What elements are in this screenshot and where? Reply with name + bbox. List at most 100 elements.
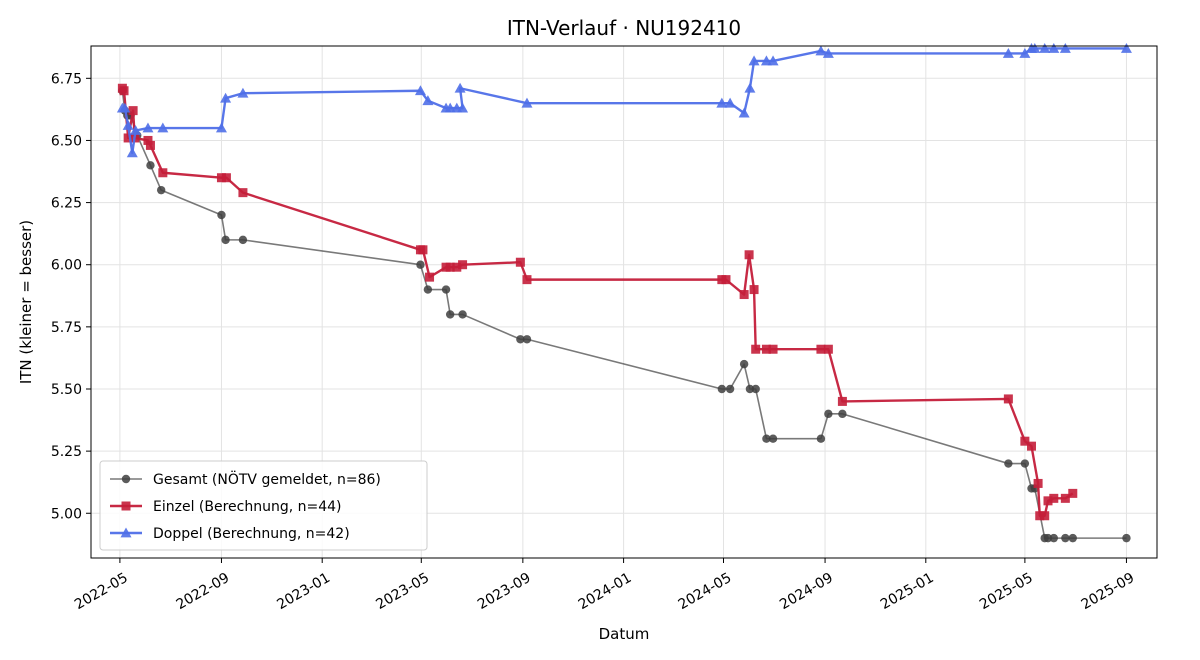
data-point bbox=[441, 285, 451, 294]
data-point bbox=[1004, 459, 1013, 468]
legend-label: Einzel (Berechnung, n=44) bbox=[153, 499, 342, 515]
data-point bbox=[126, 147, 138, 158]
data-point bbox=[522, 335, 532, 344]
data-point bbox=[1020, 436, 1030, 446]
y-tick-label: 6.50 bbox=[51, 133, 82, 149]
data-point bbox=[515, 257, 525, 267]
y-tick-label: 5.75 bbox=[51, 320, 82, 336]
data-point bbox=[119, 86, 129, 96]
y-tick-label: 5.00 bbox=[51, 506, 82, 522]
legend-marker bbox=[121, 501, 131, 511]
data-point bbox=[751, 384, 760, 394]
data-point bbox=[1003, 394, 1013, 404]
data-point bbox=[721, 275, 731, 285]
data-point bbox=[130, 125, 142, 135]
data-point bbox=[1026, 441, 1036, 451]
data-point bbox=[768, 434, 778, 443]
data-point bbox=[739, 290, 749, 300]
data-point bbox=[749, 285, 759, 295]
data-point bbox=[146, 161, 155, 170]
data-point bbox=[1035, 511, 1045, 521]
data-point bbox=[816, 434, 826, 443]
data-point bbox=[221, 235, 230, 245]
data-point bbox=[767, 55, 779, 66]
data-point bbox=[422, 95, 434, 106]
data-point bbox=[445, 310, 455, 319]
legend-label: Gesamt (NÖTV gemeldet, n=86) bbox=[153, 470, 381, 488]
data-point bbox=[1020, 459, 1030, 468]
data-point bbox=[1120, 42, 1132, 53]
x-axis-label: Datum bbox=[599, 625, 650, 643]
data-point bbox=[822, 47, 834, 58]
data-point bbox=[1033, 478, 1043, 488]
data-point bbox=[724, 97, 736, 108]
data-point bbox=[745, 384, 755, 394]
data-point bbox=[761, 344, 771, 354]
data-point bbox=[521, 97, 533, 108]
data-point bbox=[418, 245, 428, 255]
series-triangle-group bbox=[116, 42, 1132, 158]
data-point bbox=[717, 384, 727, 394]
legend-marker bbox=[120, 527, 132, 538]
data-point bbox=[158, 168, 168, 178]
data-point bbox=[123, 133, 133, 143]
data-point bbox=[522, 275, 532, 285]
data-point bbox=[1039, 42, 1051, 53]
data-point bbox=[216, 173, 226, 183]
data-point bbox=[454, 82, 466, 93]
y-tick-label: 5.25 bbox=[51, 444, 82, 460]
data-point bbox=[823, 344, 833, 354]
data-point bbox=[768, 344, 778, 354]
data-point bbox=[762, 434, 771, 443]
data-point bbox=[1029, 42, 1041, 53]
data-point bbox=[452, 262, 462, 272]
data-point bbox=[739, 359, 749, 369]
data-point bbox=[457, 102, 469, 113]
data-point bbox=[744, 250, 754, 260]
data-point bbox=[725, 384, 735, 394]
data-point bbox=[1002, 47, 1014, 58]
data-point bbox=[716, 97, 728, 108]
data-point bbox=[1049, 533, 1058, 543]
data-point bbox=[744, 82, 756, 93]
legend-label: Doppel (Berechnung, n=42) bbox=[153, 526, 350, 542]
data-point bbox=[128, 106, 138, 116]
y-tick-label: 6.75 bbox=[51, 71, 82, 87]
data-point bbox=[1122, 533, 1131, 543]
data-point bbox=[824, 409, 833, 419]
data-point bbox=[458, 260, 468, 270]
data-point bbox=[220, 92, 232, 103]
data-point bbox=[1059, 42, 1071, 53]
data-point bbox=[237, 87, 249, 98]
data-point bbox=[425, 272, 435, 282]
y-tick-label: 6.25 bbox=[51, 196, 82, 212]
data-point bbox=[217, 210, 226, 220]
data-point bbox=[1068, 533, 1077, 543]
data-point bbox=[143, 135, 153, 145]
data-point bbox=[837, 396, 847, 406]
data-point bbox=[238, 235, 248, 245]
data-point bbox=[1043, 533, 1053, 543]
data-point bbox=[221, 173, 231, 183]
data-point bbox=[1043, 496, 1053, 506]
legend-marker bbox=[121, 474, 131, 484]
y-tick-label: 5.50 bbox=[51, 382, 82, 398]
data-point bbox=[748, 55, 760, 66]
data-point bbox=[445, 262, 455, 272]
y-axis-label: ITN (kleiner = besser) bbox=[17, 220, 35, 384]
data-point bbox=[157, 122, 169, 133]
series-layer bbox=[116, 42, 1132, 543]
data-point bbox=[1049, 493, 1059, 503]
data-point bbox=[119, 102, 131, 113]
data-point bbox=[423, 285, 433, 294]
data-point bbox=[122, 120, 134, 130]
data-point bbox=[414, 85, 426, 96]
data-point bbox=[1048, 42, 1060, 53]
data-point bbox=[838, 409, 847, 419]
data-point bbox=[145, 140, 155, 150]
data-point bbox=[1068, 488, 1078, 498]
chart-title: ITN-Verlauf · NU192410 bbox=[507, 16, 741, 40]
data-point bbox=[1040, 511, 1050, 521]
data-point bbox=[1019, 47, 1031, 58]
